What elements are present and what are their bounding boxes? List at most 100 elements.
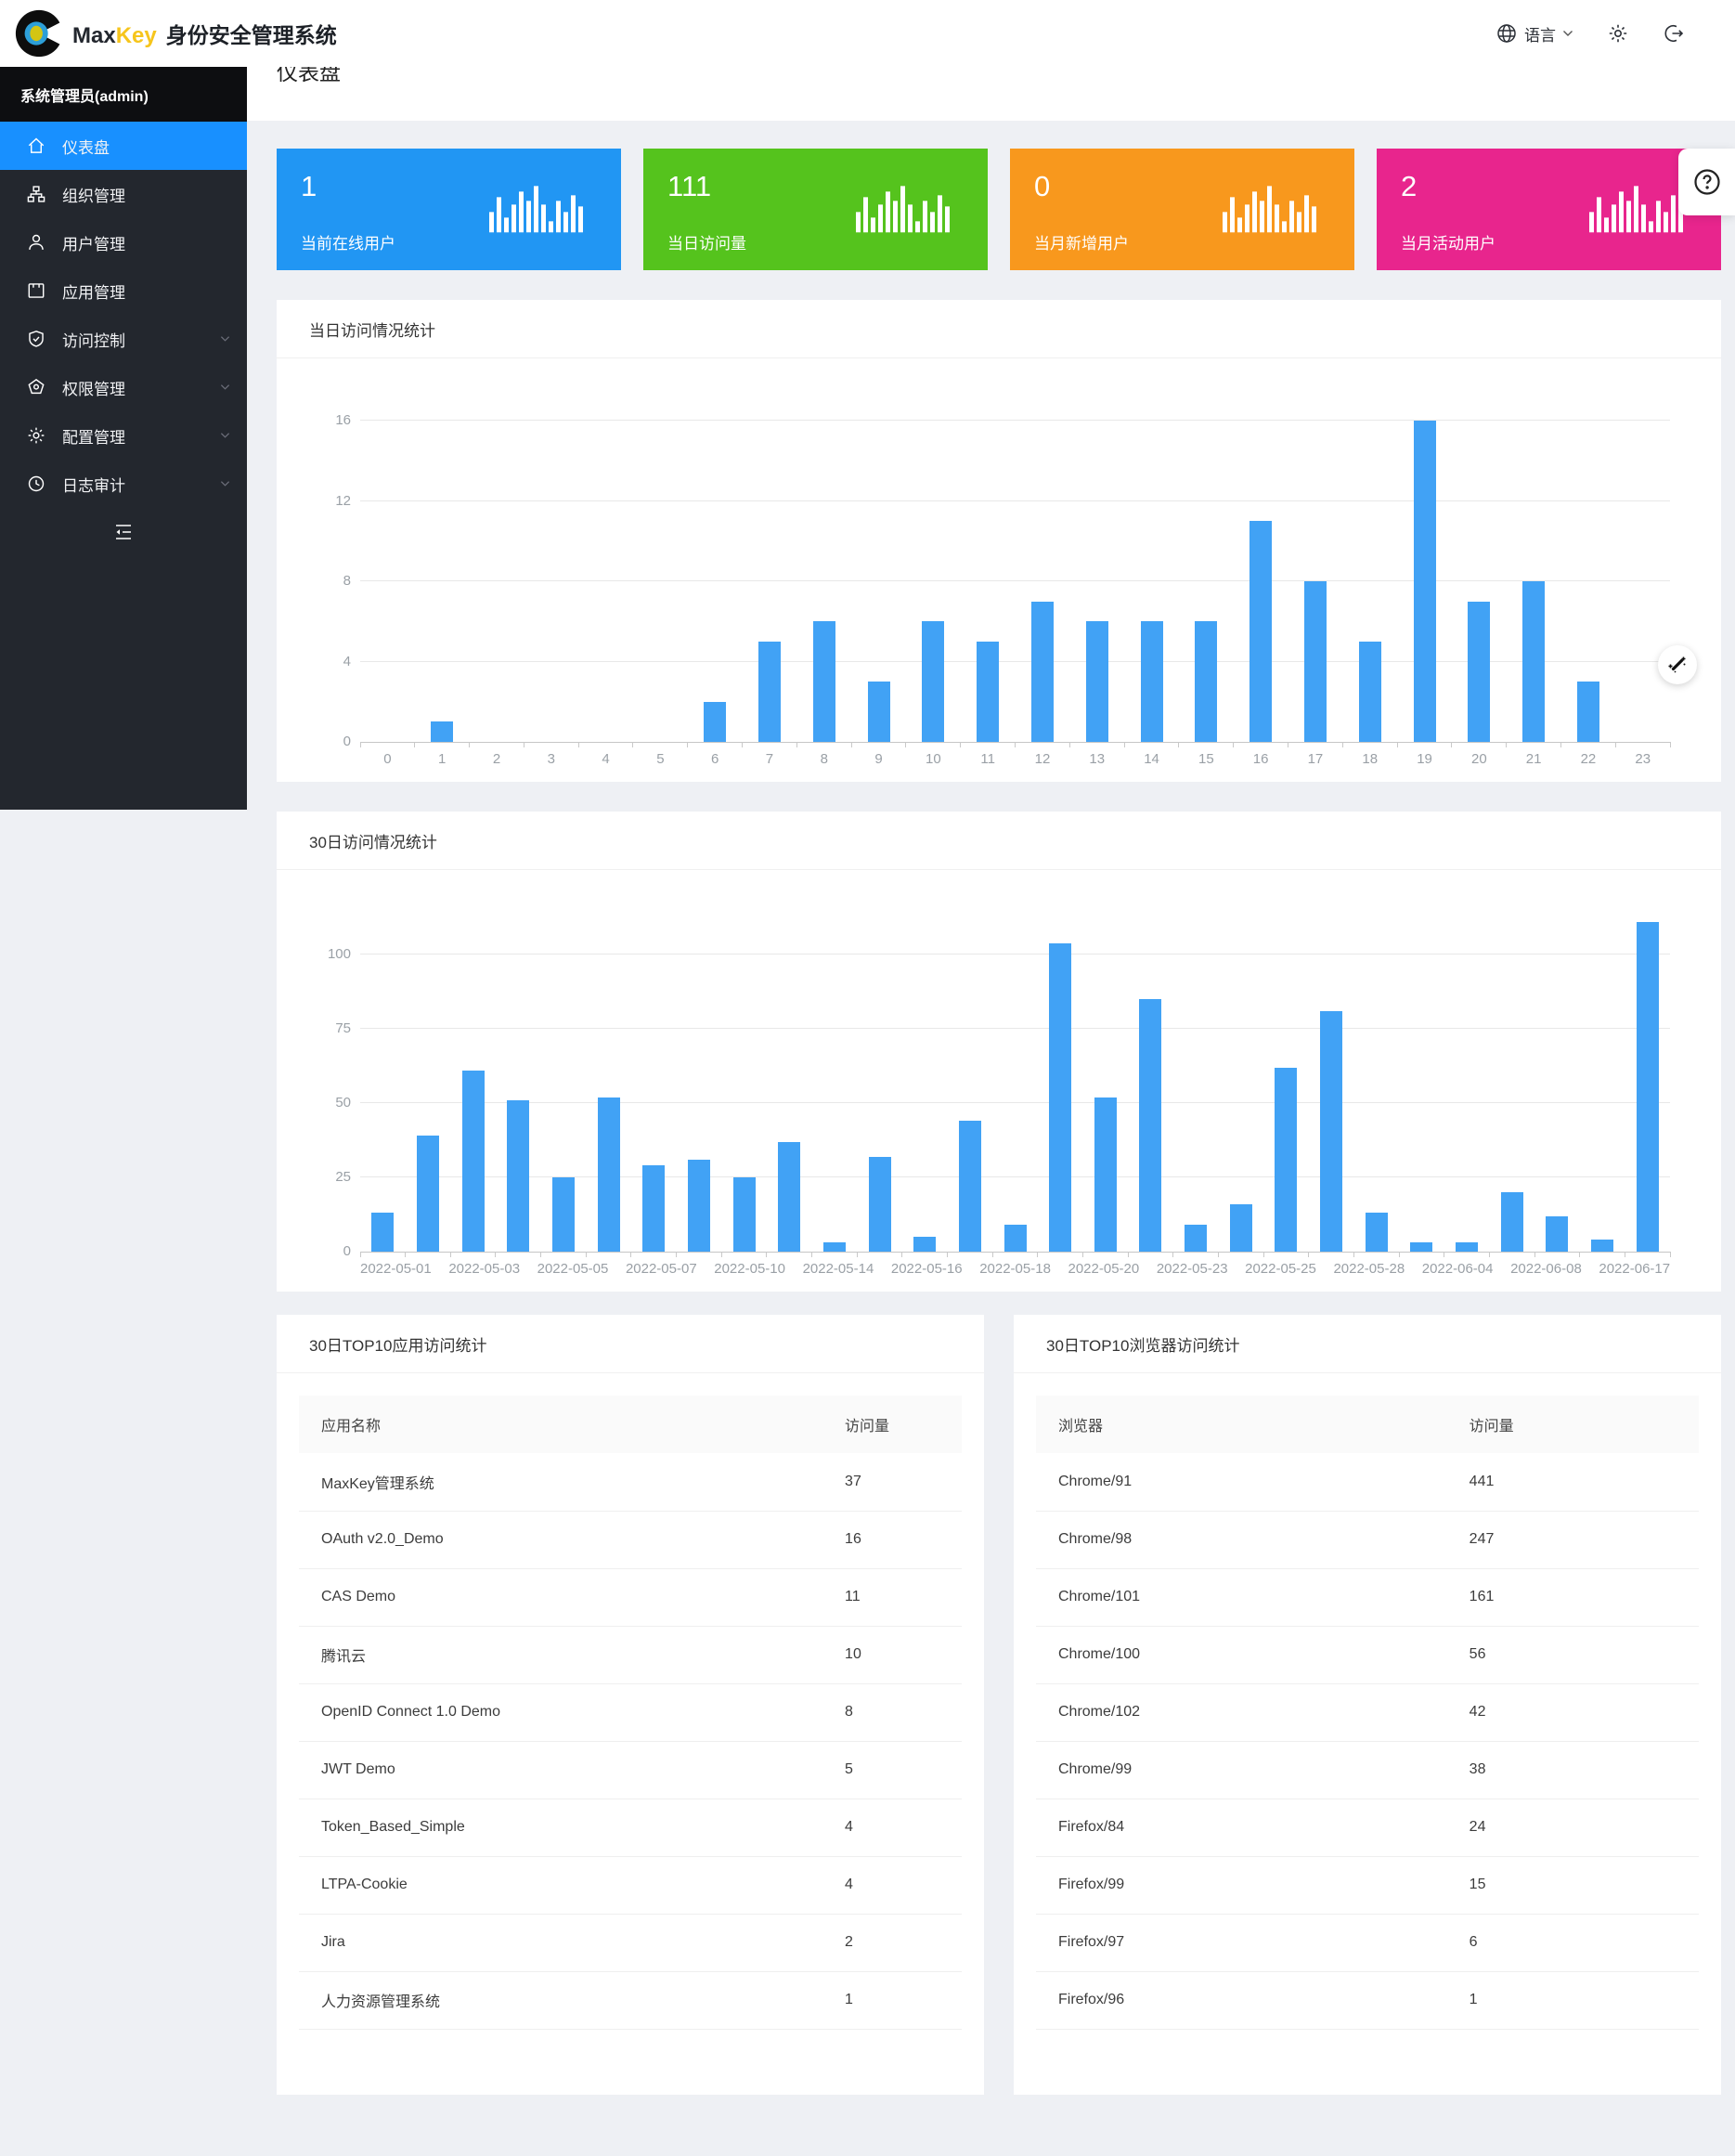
sidebar-item-dashboard[interactable]: 仪表盘 [0, 122, 247, 170]
table-row: Chrome/101 161 [1036, 1568, 1699, 1627]
bar [822, 1242, 846, 1252]
bar-slot [1124, 381, 1180, 747]
x-axis-tick-label: 2022-05-28 [1333, 1261, 1405, 1277]
table-header-row: 浏览器 访问量 [1036, 1396, 1699, 1453]
bar [1576, 682, 1599, 742]
table-cell: 5 [822, 1741, 962, 1799]
x-axis-tick-label [1405, 1261, 1422, 1277]
table-header-row: 应用名称 访问量 [299, 1396, 962, 1453]
bar [1229, 1203, 1252, 1252]
x-axis-tick-label: 2022-05-14 [802, 1261, 874, 1277]
gear-icon [28, 427, 45, 444]
x-axis-tick-label [785, 1261, 803, 1277]
sidebar-item-configuration[interactable]: 配置管理 [0, 411, 247, 460]
table-row: Jira 2 [299, 1914, 962, 1972]
user-icon [29, 234, 44, 250]
bar [642, 1165, 666, 1252]
bar [507, 1099, 530, 1252]
table-cell: Firefox/97 [1036, 1914, 1447, 1972]
table-row: OAuth v2.0_Demo 16 [299, 1511, 962, 1569]
magic-wand-float-button[interactable] [1658, 645, 1697, 684]
x-axis-tick-label: 2022-06-04 [1421, 1261, 1494, 1277]
bar-slot [902, 904, 948, 1257]
stat-value: 111 [667, 170, 712, 202]
gridline [360, 1102, 1670, 1104]
sidebar-item-organization[interactable]: 组织管理 [0, 170, 247, 218]
bar [1410, 1242, 1433, 1252]
x-axis-tick-label: 2 [492, 751, 501, 767]
bar [922, 621, 945, 742]
settings-gear-icon[interactable] [1607, 22, 1629, 45]
x-axis-tick-label: 2022-05-07 [625, 1261, 697, 1277]
x-axis-tick-label [520, 1261, 537, 1277]
sidebar-collapse-button[interactable] [0, 508, 247, 556]
bar [1303, 581, 1327, 742]
language-switcher[interactable]: 语言 [1495, 22, 1573, 45]
stat-value: 2 [1401, 170, 1418, 202]
bar-slot [677, 904, 722, 1257]
brand-max: Max [72, 23, 116, 48]
table-row: 人力资源管理系统 1 [299, 1971, 962, 2030]
bar-slot [415, 381, 470, 747]
x-axis-tick-label: 12 [1034, 751, 1051, 767]
x-axis-tick-label: 6 [711, 751, 719, 767]
bar-slot [1534, 904, 1580, 1257]
table-row: Firefox/96 1 [1036, 1971, 1699, 2030]
table-row: 腾讯云 10 [299, 1626, 962, 1684]
table-row: Firefox/99 15 [1036, 1856, 1699, 1915]
sidebar-item-audit-log[interactable]: 日志审计 [0, 460, 247, 508]
table-cell: 247 [1446, 1511, 1699, 1569]
mini-bar-chart-icon [1589, 185, 1683, 232]
sidebar-item-users[interactable]: 用户管理 [0, 218, 247, 266]
x-axis-tick-label: 8 [820, 751, 828, 767]
x-axis-tick-label: 22 [1580, 751, 1597, 767]
table-cell: 42 [1446, 1683, 1699, 1742]
bar-slot [857, 904, 903, 1257]
stat-value: 0 [1034, 170, 1051, 202]
bar [958, 1121, 981, 1252]
y-axis-tick-label: 100 [327, 946, 351, 963]
table-row: Chrome/99 38 [1036, 1741, 1699, 1799]
gridline [360, 580, 1670, 582]
table-cell: JWT Demo [299, 1741, 823, 1799]
clock-icon [28, 475, 45, 492]
table-row: OpenID Connect 1.0 Demo 8 [299, 1683, 962, 1742]
logout-icon[interactable] [1663, 22, 1685, 45]
bar-slot [1444, 904, 1490, 1257]
bar [416, 1136, 439, 1252]
brand-suffix: 身份安全管理系统 [165, 23, 337, 47]
help-float-button[interactable] [1678, 149, 1735, 215]
sidebar-item-applications[interactable]: 应用管理 [0, 266, 247, 315]
column-header: 浏览器 [1058, 1419, 1104, 1435]
app-window-icon [28, 283, 45, 298]
sidebar-item-permissions[interactable]: 权限管理 [0, 363, 247, 411]
mini-bar-chart-icon [856, 185, 950, 232]
x-axis-tick-label: 14 [1144, 751, 1159, 767]
table-cell: 1 [822, 1971, 962, 2030]
bar-slot [586, 904, 632, 1257]
hourly-chart-x-axis: 0 1 2 3 4 5 6 7 8 9 10 11 12 13 14 15 16 17 18 19 20 21 22 23 [360, 743, 1670, 782]
table-cell: 24 [1446, 1799, 1699, 1857]
bar-slot [1288, 381, 1343, 747]
table-cell: 6 [1446, 1914, 1699, 1972]
table-cell: OAuth v2.0_Demo [299, 1511, 823, 1569]
gridline [360, 954, 1670, 955]
sidebar-item-access-control[interactable]: 访问控制 [0, 315, 247, 363]
table-row: Firefox/84 24 [1036, 1799, 1699, 1857]
table-cell: 441 [1446, 1453, 1699, 1512]
column-header: 访问量 [845, 1419, 890, 1435]
stat-card-today-visits: 111 当日访问量 [643, 149, 988, 270]
table-cell: CAS Demo [299, 1568, 823, 1627]
bar-slot [1218, 904, 1264, 1257]
language-label: 语言 [1524, 26, 1556, 45]
bar-slot [578, 381, 634, 747]
chevron-down-icon [220, 481, 230, 487]
bar [704, 701, 727, 742]
table-title: 30日TOP10应用访问统计 [277, 1315, 984, 1373]
pentagon-badge-icon [28, 378, 45, 395]
bar [1456, 1242, 1479, 1252]
bar-slot [1309, 904, 1354, 1257]
x-axis-tick-label [1139, 1261, 1157, 1277]
bar-slot [851, 381, 907, 747]
y-axis-tick-label: 8 [343, 573, 351, 590]
